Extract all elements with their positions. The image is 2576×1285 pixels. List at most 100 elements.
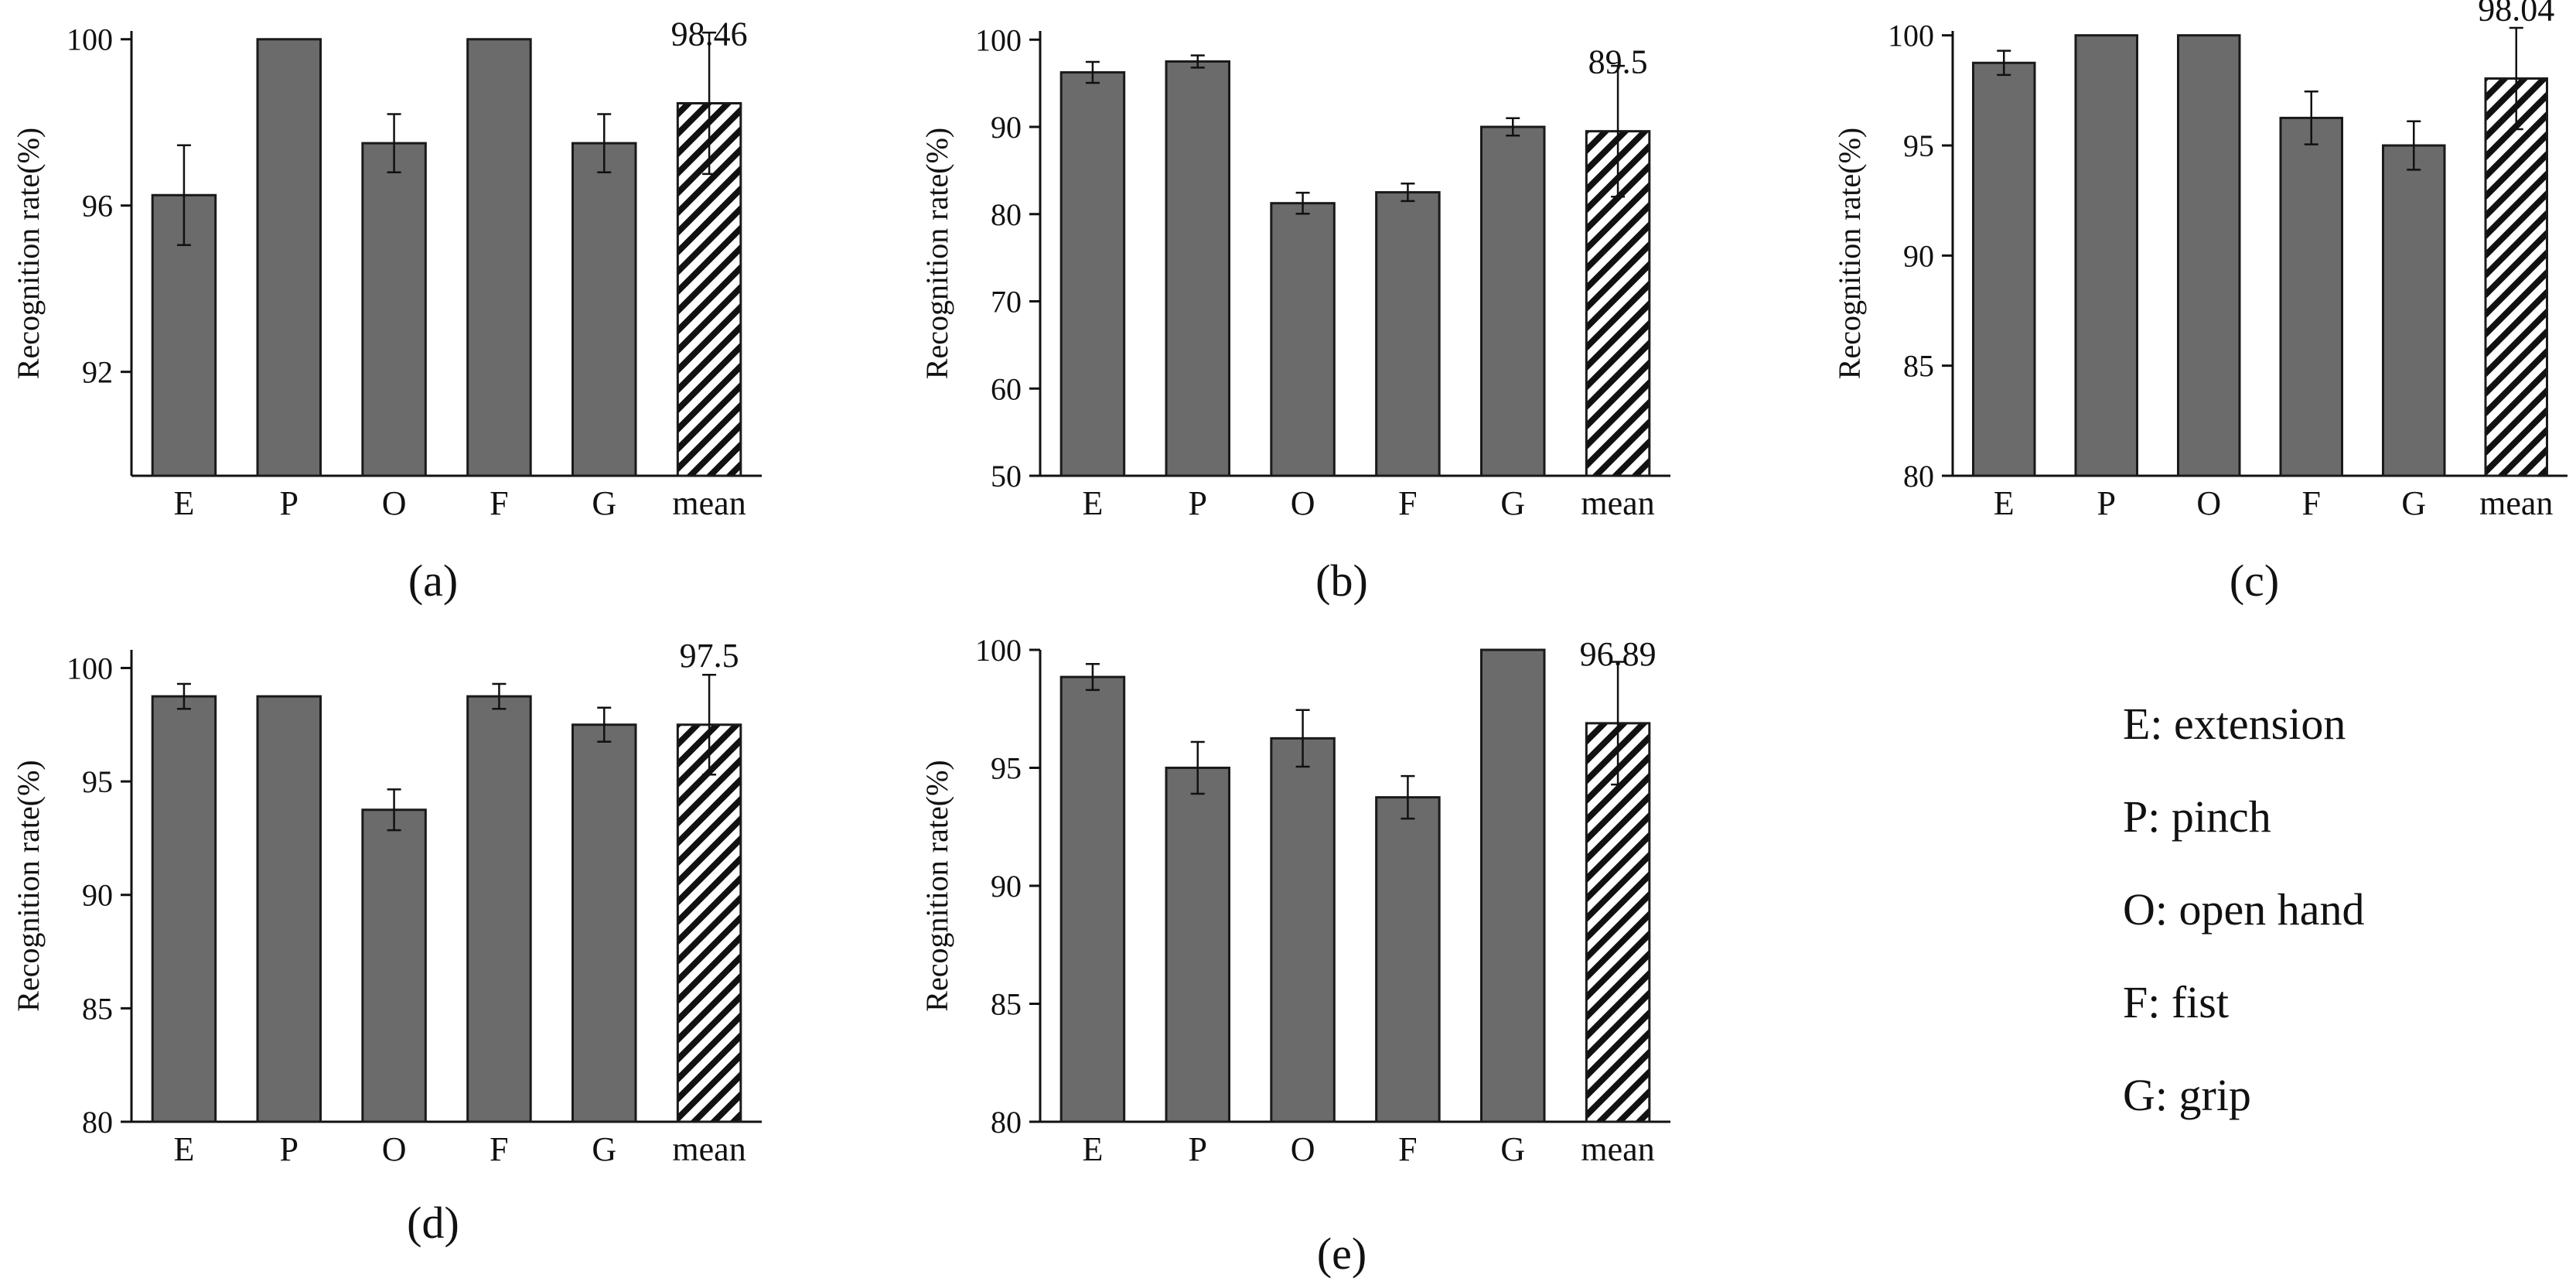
x-tick-label: E (1082, 484, 1103, 522)
y-tick-label: 90 (991, 110, 1022, 145)
y-tick-label: 80 (1903, 459, 1934, 494)
x-tick-label: F (490, 484, 508, 522)
error-bar-o (387, 113, 401, 173)
bar-e (151, 695, 217, 1123)
x-tick-label: G (592, 484, 616, 522)
x-tick-label: P (1189, 1130, 1207, 1168)
x-tick-label: P (280, 484, 299, 522)
y-tick-label: 100 (975, 22, 1022, 57)
error-bar-mean (2509, 26, 2523, 131)
y-tick-label: 100 (67, 651, 113, 685)
bar-g (571, 142, 637, 477)
bar-o (2177, 34, 2241, 477)
legend-item-p: P: pinch (2123, 791, 2271, 842)
y-tick-label: 100 (67, 22, 113, 57)
bar-f (466, 695, 532, 1123)
y-tick-label: 90 (991, 869, 1022, 904)
bar-e (1059, 675, 1126, 1123)
error-bar-o (1295, 709, 1310, 768)
x-tick-label: O (382, 1130, 407, 1168)
bar-p (1165, 767, 1230, 1123)
y-axis-label: Recognition rate(%) (1832, 128, 1867, 379)
error-bar-f (1401, 183, 1415, 203)
bar-p (2074, 34, 2138, 477)
x-tick-label: mean (1581, 1130, 1654, 1168)
y-tick-label: 80 (991, 197, 1022, 232)
y-tick-label: 80 (82, 1105, 113, 1140)
legend: E: extension P: pinch O: open hand F: fi… (2123, 699, 2365, 1120)
x-tick-label: O (1291, 484, 1315, 522)
error-bar-p (1190, 740, 1205, 795)
x-tick-label: mean (672, 484, 746, 522)
x-tick-label: P (280, 1130, 299, 1168)
bar-mean (676, 723, 742, 1123)
error-bar-mean (702, 674, 717, 776)
y-tick-label: 90 (82, 878, 113, 913)
bar-e (1059, 71, 1126, 477)
error-bar-g (1506, 117, 1520, 137)
legend-item-e: E: extension (2123, 699, 2346, 749)
panel-label: (e) (1317, 1229, 1366, 1279)
error-bar-f (492, 682, 507, 710)
bar-g (1480, 648, 1546, 1123)
error-bar-p (1190, 54, 1205, 69)
x-tick-label: P (2097, 484, 2116, 522)
error-bar-mean (1611, 64, 1626, 198)
error-bar-e (176, 144, 191, 247)
x-tick-label: mean (672, 1130, 746, 1168)
x-tick-label: G (2401, 484, 2426, 522)
bar-mean (2484, 77, 2548, 477)
y-tick-label: 96 (82, 189, 113, 224)
error-bar-mean (702, 31, 717, 176)
bar-g (1480, 125, 1546, 477)
x-tick-label: E (1082, 1130, 1103, 1168)
error-bar-f (2304, 91, 2318, 145)
bar-mean (1585, 722, 1651, 1123)
bar-o (1270, 202, 1336, 477)
panel-label: (b) (1315, 555, 1368, 606)
y-tick-label: 92 (82, 355, 113, 390)
error-bar-e (1997, 50, 2011, 77)
x-tick-label: E (1994, 484, 2015, 522)
y-tick-label: 50 (991, 459, 1022, 494)
error-bar-o (1295, 191, 1310, 215)
y-tick-label: 100 (1888, 19, 1934, 53)
x-tick-label: F (1398, 1130, 1417, 1168)
x-tick-label: mean (1581, 484, 1654, 522)
y-tick-label: 85 (1903, 349, 1934, 384)
error-bar-mean (1611, 661, 1626, 786)
error-bar-o (387, 788, 401, 832)
x-tick-label: E (173, 484, 194, 522)
x-tick-label: O (382, 484, 407, 522)
y-tick-label: 100 (975, 633, 1022, 668)
bar-p (256, 38, 322, 477)
y-axis-label: Recognition rate(%) (11, 760, 46, 1011)
x-tick-label: F (1398, 484, 1417, 522)
legend-item-g: G: grip (2123, 1070, 2251, 1120)
bar-e (1972, 61, 2036, 477)
legend-item-o: O: open hand (2123, 884, 2365, 935)
mean-value-label: 97.5 (680, 637, 739, 675)
bar-f (1375, 191, 1441, 477)
y-tick-label: 90 (1903, 238, 1934, 273)
x-tick-label: O (1291, 1130, 1315, 1168)
panel-label: (d) (407, 1198, 459, 1248)
bar-p (1165, 60, 1230, 477)
bar-f (2279, 116, 2343, 477)
y-tick-label: 70 (991, 285, 1022, 320)
error-bar-g (597, 706, 612, 743)
x-tick-label: P (1189, 484, 1207, 522)
error-bar-e (1085, 663, 1100, 692)
y-axis-label: Recognition rate(%) (920, 128, 954, 379)
bar-g (571, 723, 637, 1123)
x-tick-label: G (592, 1130, 616, 1168)
y-tick-label: 60 (991, 371, 1022, 406)
panel-label: (a) (408, 555, 458, 606)
y-axis-label: Recognition rate(%) (920, 760, 954, 1011)
x-tick-label: E (173, 1130, 194, 1168)
legend-item-f: F: fist (2123, 977, 2229, 1027)
